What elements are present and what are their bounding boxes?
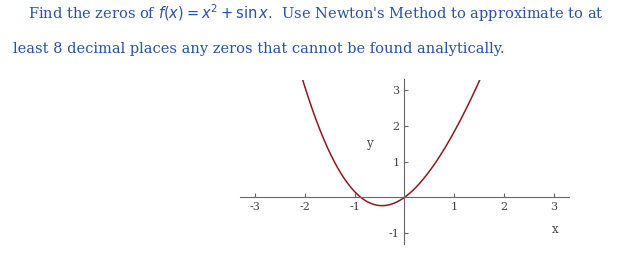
Text: y: y (367, 137, 373, 150)
Text: least 8 decimal places any zeros that cannot be found analytically.: least 8 decimal places any zeros that ca… (13, 42, 504, 56)
Text: x: x (552, 223, 559, 236)
Text: Find the zeros of $f(x) = x^2 + \sin x$.  Use Newton's Method to approximate to : Find the zeros of $f(x) = x^2 + \sin x$.… (28, 3, 604, 24)
